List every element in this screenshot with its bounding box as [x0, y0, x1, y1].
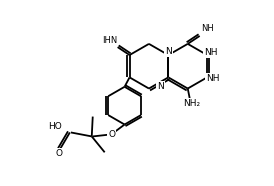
Text: NH: NH	[206, 74, 219, 83]
Text: N: N	[157, 82, 164, 92]
Text: NH: NH	[204, 48, 218, 57]
Text: IHN: IHN	[102, 36, 117, 45]
Text: O: O	[55, 149, 62, 158]
Text: O: O	[108, 130, 115, 139]
Text: NH₂: NH₂	[183, 99, 200, 108]
Text: HO: HO	[48, 122, 62, 131]
Text: NH: NH	[201, 25, 214, 33]
Text: N: N	[165, 47, 172, 56]
